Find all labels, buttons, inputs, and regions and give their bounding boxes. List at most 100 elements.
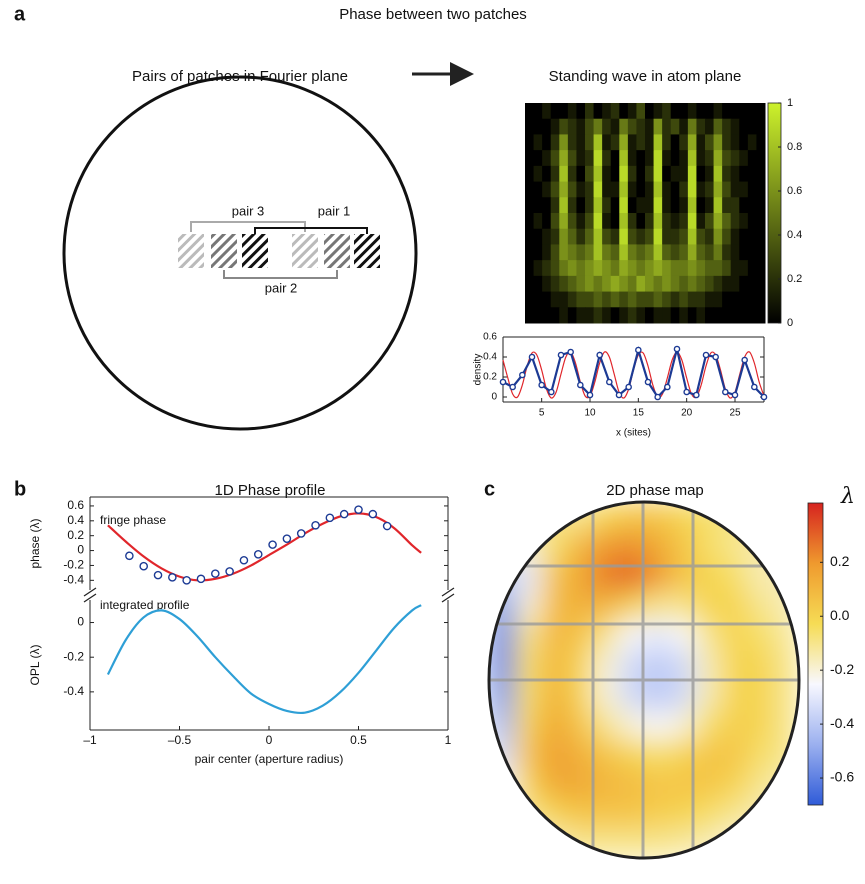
heat-cell	[568, 307, 577, 323]
heat-cell	[722, 276, 731, 292]
heat-cell	[594, 103, 603, 119]
y-tick-label: -0.4	[63, 572, 84, 586]
data-point	[645, 379, 650, 384]
heat-cell	[731, 197, 740, 213]
heat-cell	[585, 276, 594, 292]
heat-cell	[679, 119, 688, 135]
heat-cell	[628, 260, 637, 276]
heat-cell	[567, 591, 593, 621]
heat-cell	[747, 739, 773, 769]
heat-cell	[739, 150, 748, 166]
data-point	[355, 506, 362, 513]
heat-cell	[567, 769, 593, 799]
heat-cell	[611, 166, 620, 182]
heat-cell	[568, 229, 577, 245]
data-point	[510, 384, 515, 389]
heat-cell	[671, 197, 680, 213]
heat-cell	[628, 166, 637, 182]
heat-cell	[705, 244, 714, 260]
x-tick-label: 0.5	[350, 733, 367, 747]
heat-cell	[654, 292, 663, 308]
heat-cell	[739, 103, 748, 119]
data-point	[500, 379, 505, 384]
heat-cell	[515, 680, 541, 710]
heat-cell	[594, 166, 603, 182]
heat-cell	[696, 260, 705, 276]
heat-cell	[576, 166, 585, 182]
heat-cell	[671, 307, 680, 323]
heat-cell	[739, 213, 748, 229]
heat-cell	[602, 197, 611, 213]
heat-cell	[748, 103, 757, 119]
x-tick-label: 25	[729, 408, 741, 419]
heat-cell	[748, 119, 757, 135]
heat-cell	[619, 213, 628, 229]
y-tick-label: 0	[491, 392, 497, 403]
heat-cell	[559, 260, 568, 276]
data-point	[529, 354, 534, 359]
heat-cell	[592, 739, 618, 769]
heat-cell	[747, 502, 773, 532]
heat-cell	[602, 276, 611, 292]
heat-cell	[654, 166, 663, 182]
heat-cell	[714, 213, 723, 229]
panel-label: c	[484, 478, 495, 500]
heat-cell	[722, 119, 731, 135]
colorbar-tick-label: 0.2	[787, 273, 802, 285]
heat-cell	[739, 134, 748, 150]
x-tick-label: –1	[83, 733, 97, 747]
heat-cell	[628, 244, 637, 260]
heat-cell	[671, 182, 680, 198]
heat-cell	[739, 119, 748, 135]
heat-cell	[747, 650, 773, 680]
heat-cell	[662, 292, 671, 308]
heat-cell	[618, 532, 644, 562]
heat-cell	[568, 276, 577, 292]
heat-cell	[619, 134, 628, 150]
heat-cell	[671, 229, 680, 245]
heat-cell	[654, 134, 663, 150]
heat-cell	[559, 197, 568, 213]
heat-cell	[748, 229, 757, 245]
heat-cell	[551, 134, 560, 150]
heat-cell	[525, 307, 534, 323]
heat-cell	[636, 292, 645, 308]
heat-cell	[756, 197, 765, 213]
heat-cell	[705, 103, 714, 119]
x-axis-label: pair center (aperture radius)	[195, 752, 344, 766]
data-point	[703, 352, 708, 357]
heat-cell	[654, 307, 663, 323]
heat-cell	[747, 799, 773, 829]
heat-cell	[645, 307, 654, 323]
patch	[178, 234, 204, 268]
heat-cell	[696, 150, 705, 166]
heat-cell	[585, 229, 594, 245]
data-point	[568, 349, 573, 354]
heat-cell	[576, 150, 585, 166]
y-axis-label: phase (λ)	[28, 518, 42, 568]
heat-cell	[568, 166, 577, 182]
heat-cell	[559, 150, 568, 166]
heat-cell	[662, 213, 671, 229]
heat-cell	[748, 197, 757, 213]
figure: a Phase between two patches Pairs of pat…	[0, 0, 865, 884]
heat-cell	[722, 213, 731, 229]
heat-cell	[525, 150, 534, 166]
heat-cell	[731, 166, 740, 182]
heat-cell	[731, 103, 740, 119]
heat-cell	[705, 166, 714, 182]
y-tick-label: 0.2	[483, 372, 497, 383]
colorbar-tick-label: 1	[787, 97, 793, 109]
heat-cell	[628, 182, 637, 198]
heat-cell	[696, 307, 705, 323]
heat-cell	[679, 229, 688, 245]
heat-cell	[696, 182, 705, 198]
heat-cell	[602, 119, 611, 135]
data-point	[732, 392, 737, 397]
heat-cell	[679, 260, 688, 276]
heat-cell	[594, 260, 603, 276]
heat-cell	[611, 119, 620, 135]
data-point	[539, 382, 544, 387]
heat-cell	[551, 166, 560, 182]
heat-cell	[534, 213, 543, 229]
